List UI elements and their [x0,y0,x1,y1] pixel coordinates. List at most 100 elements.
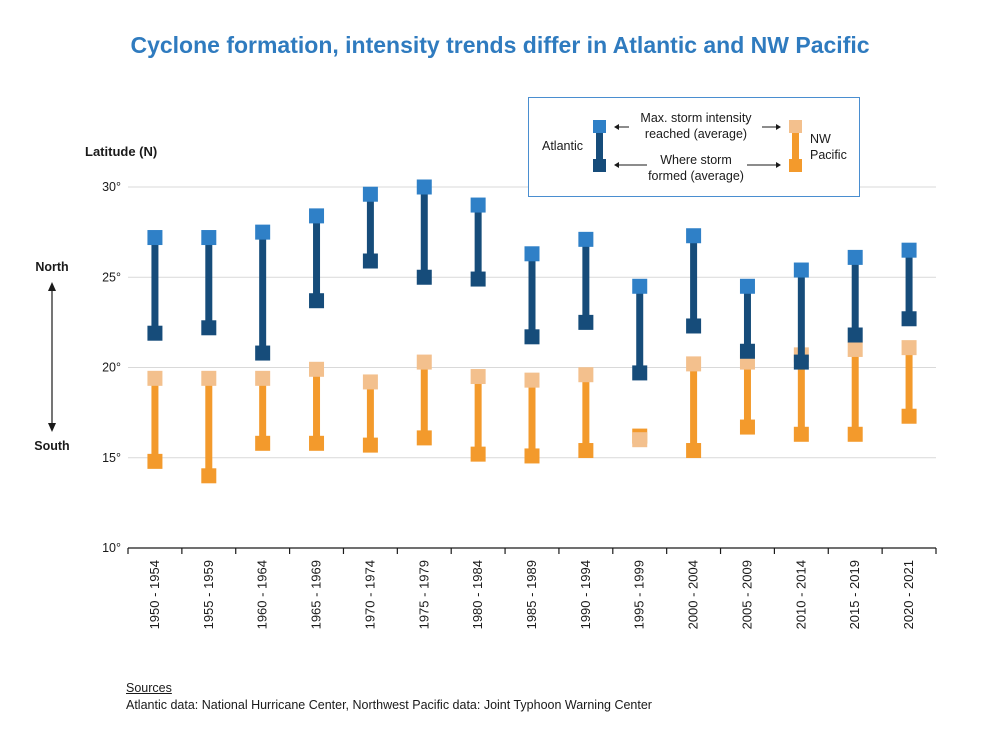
atlantic-max-intensity-marker [470,197,486,213]
pacific-max-intensity-marker [470,369,486,385]
pacific-formation-marker [578,443,594,459]
atlantic-range-bar [851,257,859,336]
legend-max-line2: reached (average) [645,127,747,141]
x-tick-label: 1950 - 1954 [147,560,162,629]
pacific-range-bar [151,378,159,462]
pacific-formation-marker [847,426,863,442]
pacific-max-intensity-marker [901,340,917,356]
pacific-formation-marker [416,430,432,446]
atlantic-range-bar [366,194,374,262]
pacific-formation-marker [362,437,378,453]
atlantic-range-bar [420,187,428,278]
pacific-formation-marker [793,426,809,442]
x-tick-label: 1970 - 1974 [362,560,377,629]
y-tick-label: 25° [102,270,121,284]
legend-formed-line2: formed (average) [648,169,744,183]
pacific-max-intensity-marker [847,341,863,357]
legend-max-line1: Max. storm intensity [640,111,752,125]
x-tick-label: 1960 - 1964 [255,560,270,629]
pacific-formation-marker [686,443,702,459]
pacific-range-bar [851,349,859,435]
pacific-max-intensity-marker [686,356,702,372]
pacific-max-intensity-marker [362,374,378,390]
atlantic-formation-marker [632,365,648,381]
legend-atlantic-label: Atlantic [542,139,583,153]
pacific-formation-marker [470,446,486,462]
pacific-formation-marker [309,435,325,451]
left-arrow-icon [614,124,619,130]
pacific-range-bar [420,362,428,438]
atlantic-range-bar [313,215,321,301]
chart-title: Cyclone formation, intensity trends diff… [130,32,870,58]
pacific-range-bar [313,369,321,444]
x-tick-label: 1995 - 1999 [632,560,647,629]
pacific-formation-marker [901,408,917,424]
legend-pacific-bar [792,128,799,164]
atlantic-formation-marker [470,271,486,287]
legend-pacific-formed-marker [789,159,802,172]
x-tick-label: 2010 - 2014 [793,560,808,629]
atlantic-max-intensity-marker [578,231,594,247]
atlantic-formation-marker [686,318,702,334]
x-tick-label: 2000 - 2004 [686,560,701,629]
pacific-formation-marker [524,448,540,464]
south-label: South [34,439,69,453]
atlantic-formation-marker [739,343,755,359]
atlantic-max-intensity-marker [793,262,809,278]
right-arrow-icon [776,124,781,130]
atlantic-range-bar [205,237,213,328]
atlantic-range-bar [636,286,644,373]
pacific-range-bar [690,363,698,451]
atlantic-formation-marker [147,325,163,341]
pacific-max-intensity-marker [309,361,325,377]
atlantic-range-bar [474,205,482,280]
pacific-range-bar [259,378,267,444]
right-arrow-icon [776,162,781,168]
x-tick-label: 1990 - 1994 [578,560,593,629]
pacific-formation-marker [147,453,163,469]
atlantic-max-intensity-marker [901,242,917,258]
legend-pacific-label-line1: NW [810,132,831,146]
left-arrow-icon [614,162,619,168]
x-tick-label: 2015 - 2019 [847,560,862,629]
north-label: North [35,260,68,274]
x-tick-label: 1955 - 1959 [201,560,216,629]
y-axis-label: Latitude (N) [85,144,157,159]
atlantic-formation-marker [255,345,271,361]
atlantic-max-intensity-marker [739,278,755,294]
pacific-max-intensity-marker [524,372,540,388]
sources-text: Atlantic data: National Hurricane Center… [126,698,652,712]
pacific-range-bar [528,380,536,456]
y-tick-label: 30° [102,180,121,194]
pacific-max-intensity-marker [255,370,271,386]
atlantic-formation-marker [578,314,594,330]
atlantic-max-intensity-marker [309,208,325,224]
atlantic-max-intensity-marker [847,249,863,265]
atlantic-max-intensity-marker [632,278,648,294]
pacific-max-intensity-marker [201,370,217,386]
pacific-range-bar [797,354,805,435]
atlantic-formation-marker [793,354,809,370]
atlantic-formation-marker [901,311,917,327]
legend-formed-line1: Where storm [660,153,732,167]
atlantic-max-intensity-marker [201,230,217,246]
pacific-max-intensity-marker [416,354,432,370]
pacific-range-bar [743,362,751,428]
pacific-range-bar [905,347,913,417]
atlantic-range-bar [690,235,698,326]
atlantic-range-bar [582,239,590,323]
sources-heading: Sources [126,681,172,695]
y-tick-label: 10° [102,541,121,555]
pacific-range-bar [205,378,213,476]
atlantic-max-intensity-marker [524,246,540,262]
pacific-formation-marker [739,419,755,435]
sources: Sources Atlantic data: National Hurrican… [126,680,652,714]
x-tick-label: 2020 - 2021 [901,560,916,629]
y-tick-label: 15° [102,451,121,465]
atlantic-formation-marker [524,329,540,345]
x-tick-label: 2005 - 2009 [739,560,754,629]
pacific-max-intensity-marker [578,367,594,383]
atlantic-max-intensity-marker [362,186,378,202]
legend-atlantic-formed-marker [593,159,606,172]
